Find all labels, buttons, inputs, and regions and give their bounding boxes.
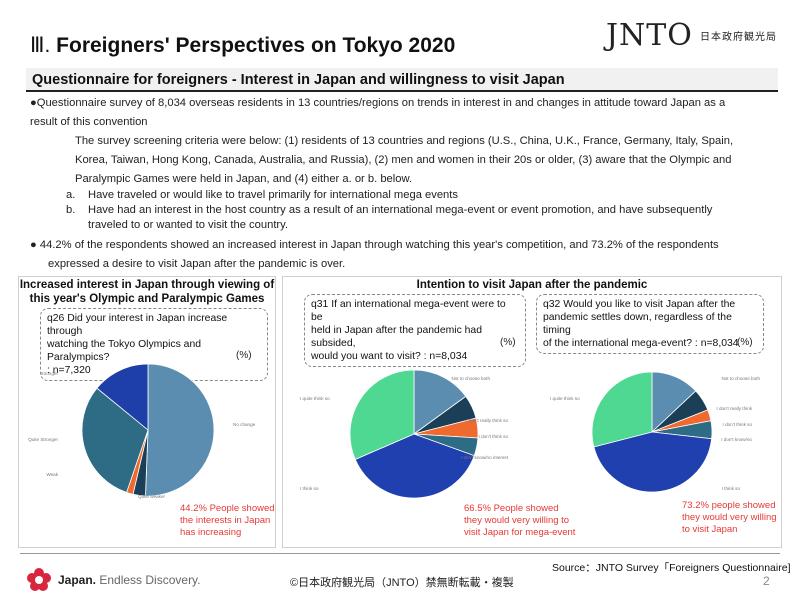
unit-percent-q32: (%) bbox=[737, 337, 753, 348]
criteria-line2: Korea, Taiwan, Hong Kong, Canada, Austra… bbox=[75, 154, 732, 166]
pie-label: Quite weaker bbox=[138, 494, 166, 499]
q32-note-line1: 73.2% people showed bbox=[682, 500, 776, 511]
q31-note-line1: 66.5% People showed bbox=[464, 503, 559, 514]
q31-note-line2: they would very willing to bbox=[464, 515, 570, 526]
pie-label: Stronger bbox=[40, 371, 58, 376]
title-text: Foreigners' Perspectives on Tokyo 2020 bbox=[56, 34, 456, 57]
criteria-line3: Paralympic Games were held in Japan, and… bbox=[75, 173, 413, 185]
panel-interest-title: Increased interest in Japan through view… bbox=[18, 278, 276, 306]
q26-line3: : n=7,320 bbox=[47, 365, 91, 376]
cherry-blossom-logo-icon bbox=[27, 568, 51, 591]
pie-label: I think so bbox=[300, 486, 319, 491]
q31-note: 66.5% People showed they would very will… bbox=[464, 503, 575, 539]
pie-label: I don't really think bbox=[716, 406, 752, 411]
unit-percent-q31: (%) bbox=[500, 337, 516, 348]
pie-slice-i-quite-think-so bbox=[591, 371, 653, 448]
copyright: ©日本政府観光局（JNTO）禁無断転載・複製 bbox=[290, 577, 514, 589]
pie-label: I don't really think so bbox=[466, 418, 508, 423]
q31-note-line3: visit Japan for mega-event bbox=[464, 527, 576, 538]
q26-note-line1: 44.2% People showed bbox=[180, 503, 275, 514]
item-a: Have traveled or would like to travel pr… bbox=[88, 189, 458, 201]
pie-slice-no-change bbox=[145, 363, 215, 497]
bullet1-line1: ●Questionnaire survey of 8,034 overseas … bbox=[30, 97, 726, 109]
pie-label: I don't know/no bbox=[721, 437, 752, 442]
q26-line2: watching the Tokyo Olympics and Paralymp… bbox=[47, 339, 202, 363]
pie-label: I don't think so bbox=[723, 422, 753, 427]
pie-slice-stronger bbox=[96, 363, 149, 431]
q32-line1: q32 Would you like to visit Japan after … bbox=[543, 299, 736, 310]
brand-name: Japan. bbox=[58, 573, 97, 587]
footer-divider bbox=[20, 553, 780, 554]
panel-interest-title-line1: Increased interest in Japan through view… bbox=[19, 279, 275, 291]
item-b-label: b. bbox=[66, 204, 76, 216]
q26-note: 44.2% People showed the interests in Jap… bbox=[180, 503, 275, 539]
pie-label: I don't think so bbox=[479, 434, 509, 439]
item-a-label: a. bbox=[66, 189, 76, 201]
q32-line2: pandemic settles down, regardless of the… bbox=[543, 312, 732, 336]
panel-visit-title: Intention to visit Japan after the pande… bbox=[416, 279, 648, 291]
pie-label: Not to choose both bbox=[721, 376, 760, 381]
panel-interest-title-line2: this year's Olympic and Paralympic Games bbox=[29, 293, 265, 305]
q26-note-line2: the interests in Japan bbox=[180, 515, 271, 526]
question-q31: q31 If an international mega-event were … bbox=[304, 294, 526, 367]
pie-slice-i-think-so bbox=[593, 431, 713, 493]
pie-label: Weak bbox=[46, 472, 58, 477]
q32-note-line3: to visit Japan bbox=[682, 524, 738, 535]
q31-line1: q31 If an international mega-event were … bbox=[311, 299, 506, 323]
page-number: 2 bbox=[763, 574, 770, 588]
unit-percent: (%) bbox=[236, 350, 252, 361]
item-b-line2: traveled to or wanted to visit the count… bbox=[88, 219, 289, 231]
jnto-logo-japanese: 日本政府観光局 bbox=[700, 32, 777, 43]
q26-line1: q26 Did your interest in Japan increase … bbox=[47, 313, 228, 337]
bullet1-line2: result of this convention bbox=[30, 116, 148, 128]
q26-note-line3: has increasing bbox=[180, 527, 242, 538]
item-b-line1: Have had an interest in the host country… bbox=[88, 204, 713, 216]
slide-title: Ⅲ. Foreigners' Perspectives on Tokyo 202… bbox=[30, 33, 455, 58]
pie-slice-i-think-so bbox=[354, 433, 475, 499]
bullet2-line1: ● 44.2% of the respondents showed an inc… bbox=[30, 239, 719, 251]
pie-label: Quite Stronger bbox=[28, 437, 58, 442]
q32-note: 73.2% people showed they would very will… bbox=[682, 500, 777, 536]
source-note: Source：JNTO Survey「Foreigners Questionna… bbox=[552, 562, 791, 574]
pie-label: I think so bbox=[722, 486, 741, 491]
pie-label: No change bbox=[233, 422, 256, 427]
pie-label: I quite think so bbox=[550, 396, 580, 401]
brand-slogan: Endless Discovery. bbox=[99, 573, 201, 587]
pie-slice-not-to-choose-both bbox=[413, 369, 467, 435]
pie-chart-q32: Not to choose both I don't really think I … bbox=[550, 371, 760, 493]
pie-slice-quite-stronger bbox=[81, 387, 149, 493]
q31-line3: would you want to visit? : n=8,034 bbox=[311, 351, 468, 362]
question-q32: q32 Would you like to visit Japan after … bbox=[536, 294, 764, 354]
q31-line2: held in Japan after the pandemic had sub… bbox=[311, 325, 482, 349]
brand-tagline: Japan. Endless Discovery. bbox=[58, 573, 201, 587]
subheading-bar bbox=[26, 68, 778, 92]
title-prefix: Ⅲ. bbox=[30, 34, 51, 57]
pie-chart-q31: Not to choose both I don't really think s… bbox=[300, 369, 509, 499]
pie-label: Not to choose both bbox=[451, 376, 490, 381]
pie-slice-i-quite-think-so bbox=[349, 369, 415, 460]
subheading: Questionnaire for foreigners - Interest … bbox=[32, 72, 565, 88]
q32-note-line2: they would very willing bbox=[682, 512, 777, 523]
criteria-line1: The survey screening criteria were below… bbox=[75, 135, 734, 147]
pie-chart-q26: No change Quite weaker Weak Quite Stronger S… bbox=[28, 363, 256, 499]
pie-label: I quite think so bbox=[300, 396, 330, 401]
pie-label: I don't know/no interest bbox=[461, 455, 509, 460]
q32-line3: of the international mega-event? : n=8,0… bbox=[543, 338, 739, 349]
bullet2-line2: expressed a desire to visit Japan after … bbox=[48, 258, 346, 270]
jnto-logo: JNTO bbox=[606, 18, 693, 53]
